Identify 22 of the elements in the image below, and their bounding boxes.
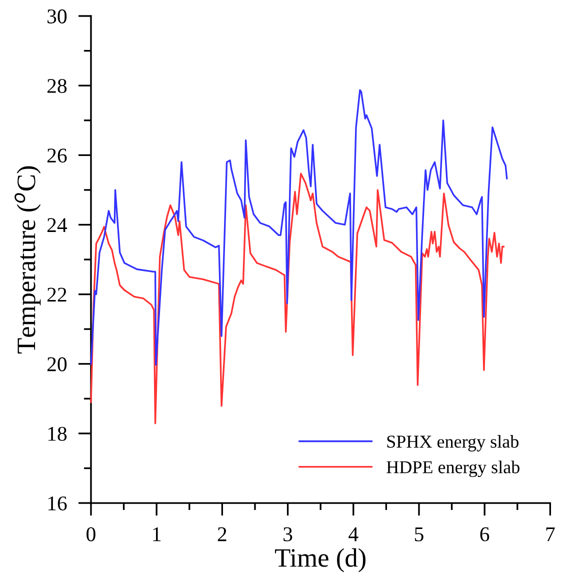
y-tick-label: 16 [48, 496, 67, 510]
y-tick-label: 18 [48, 426, 67, 441]
x-tick-label: 2 [218, 527, 226, 542]
legend-label: HDPE energy slab [386, 460, 520, 478]
x-tick-label: 5 [414, 527, 424, 542]
y-axis-title: Temperature ($^{o}$C) [14, 166, 41, 354]
y-tick-label: 28 [47, 78, 67, 94]
line-series [90, 172, 504, 424]
line-series [90, 89, 508, 366]
y-tick-label: 22 [47, 288, 66, 302]
x-axis-title: Time (d) [274, 548, 366, 572]
x-tick-label: 1 [153, 527, 161, 542]
x-tick-label: 6 [480, 527, 490, 542]
legend-label: SPHX energy slab [387, 435, 518, 452]
x-tick-label: 7 [546, 527, 555, 542]
y-tick-label: 30 [48, 9, 67, 24]
x-tick-label: 4 [348, 527, 358, 542]
y-tick-label: 26 [47, 148, 67, 163]
x-tick-label: 0 [86, 527, 96, 542]
x-tick-label: 3 [284, 527, 292, 542]
y-tick-label: 24 [47, 218, 68, 232]
y-tick-label: 20 [47, 357, 67, 372]
